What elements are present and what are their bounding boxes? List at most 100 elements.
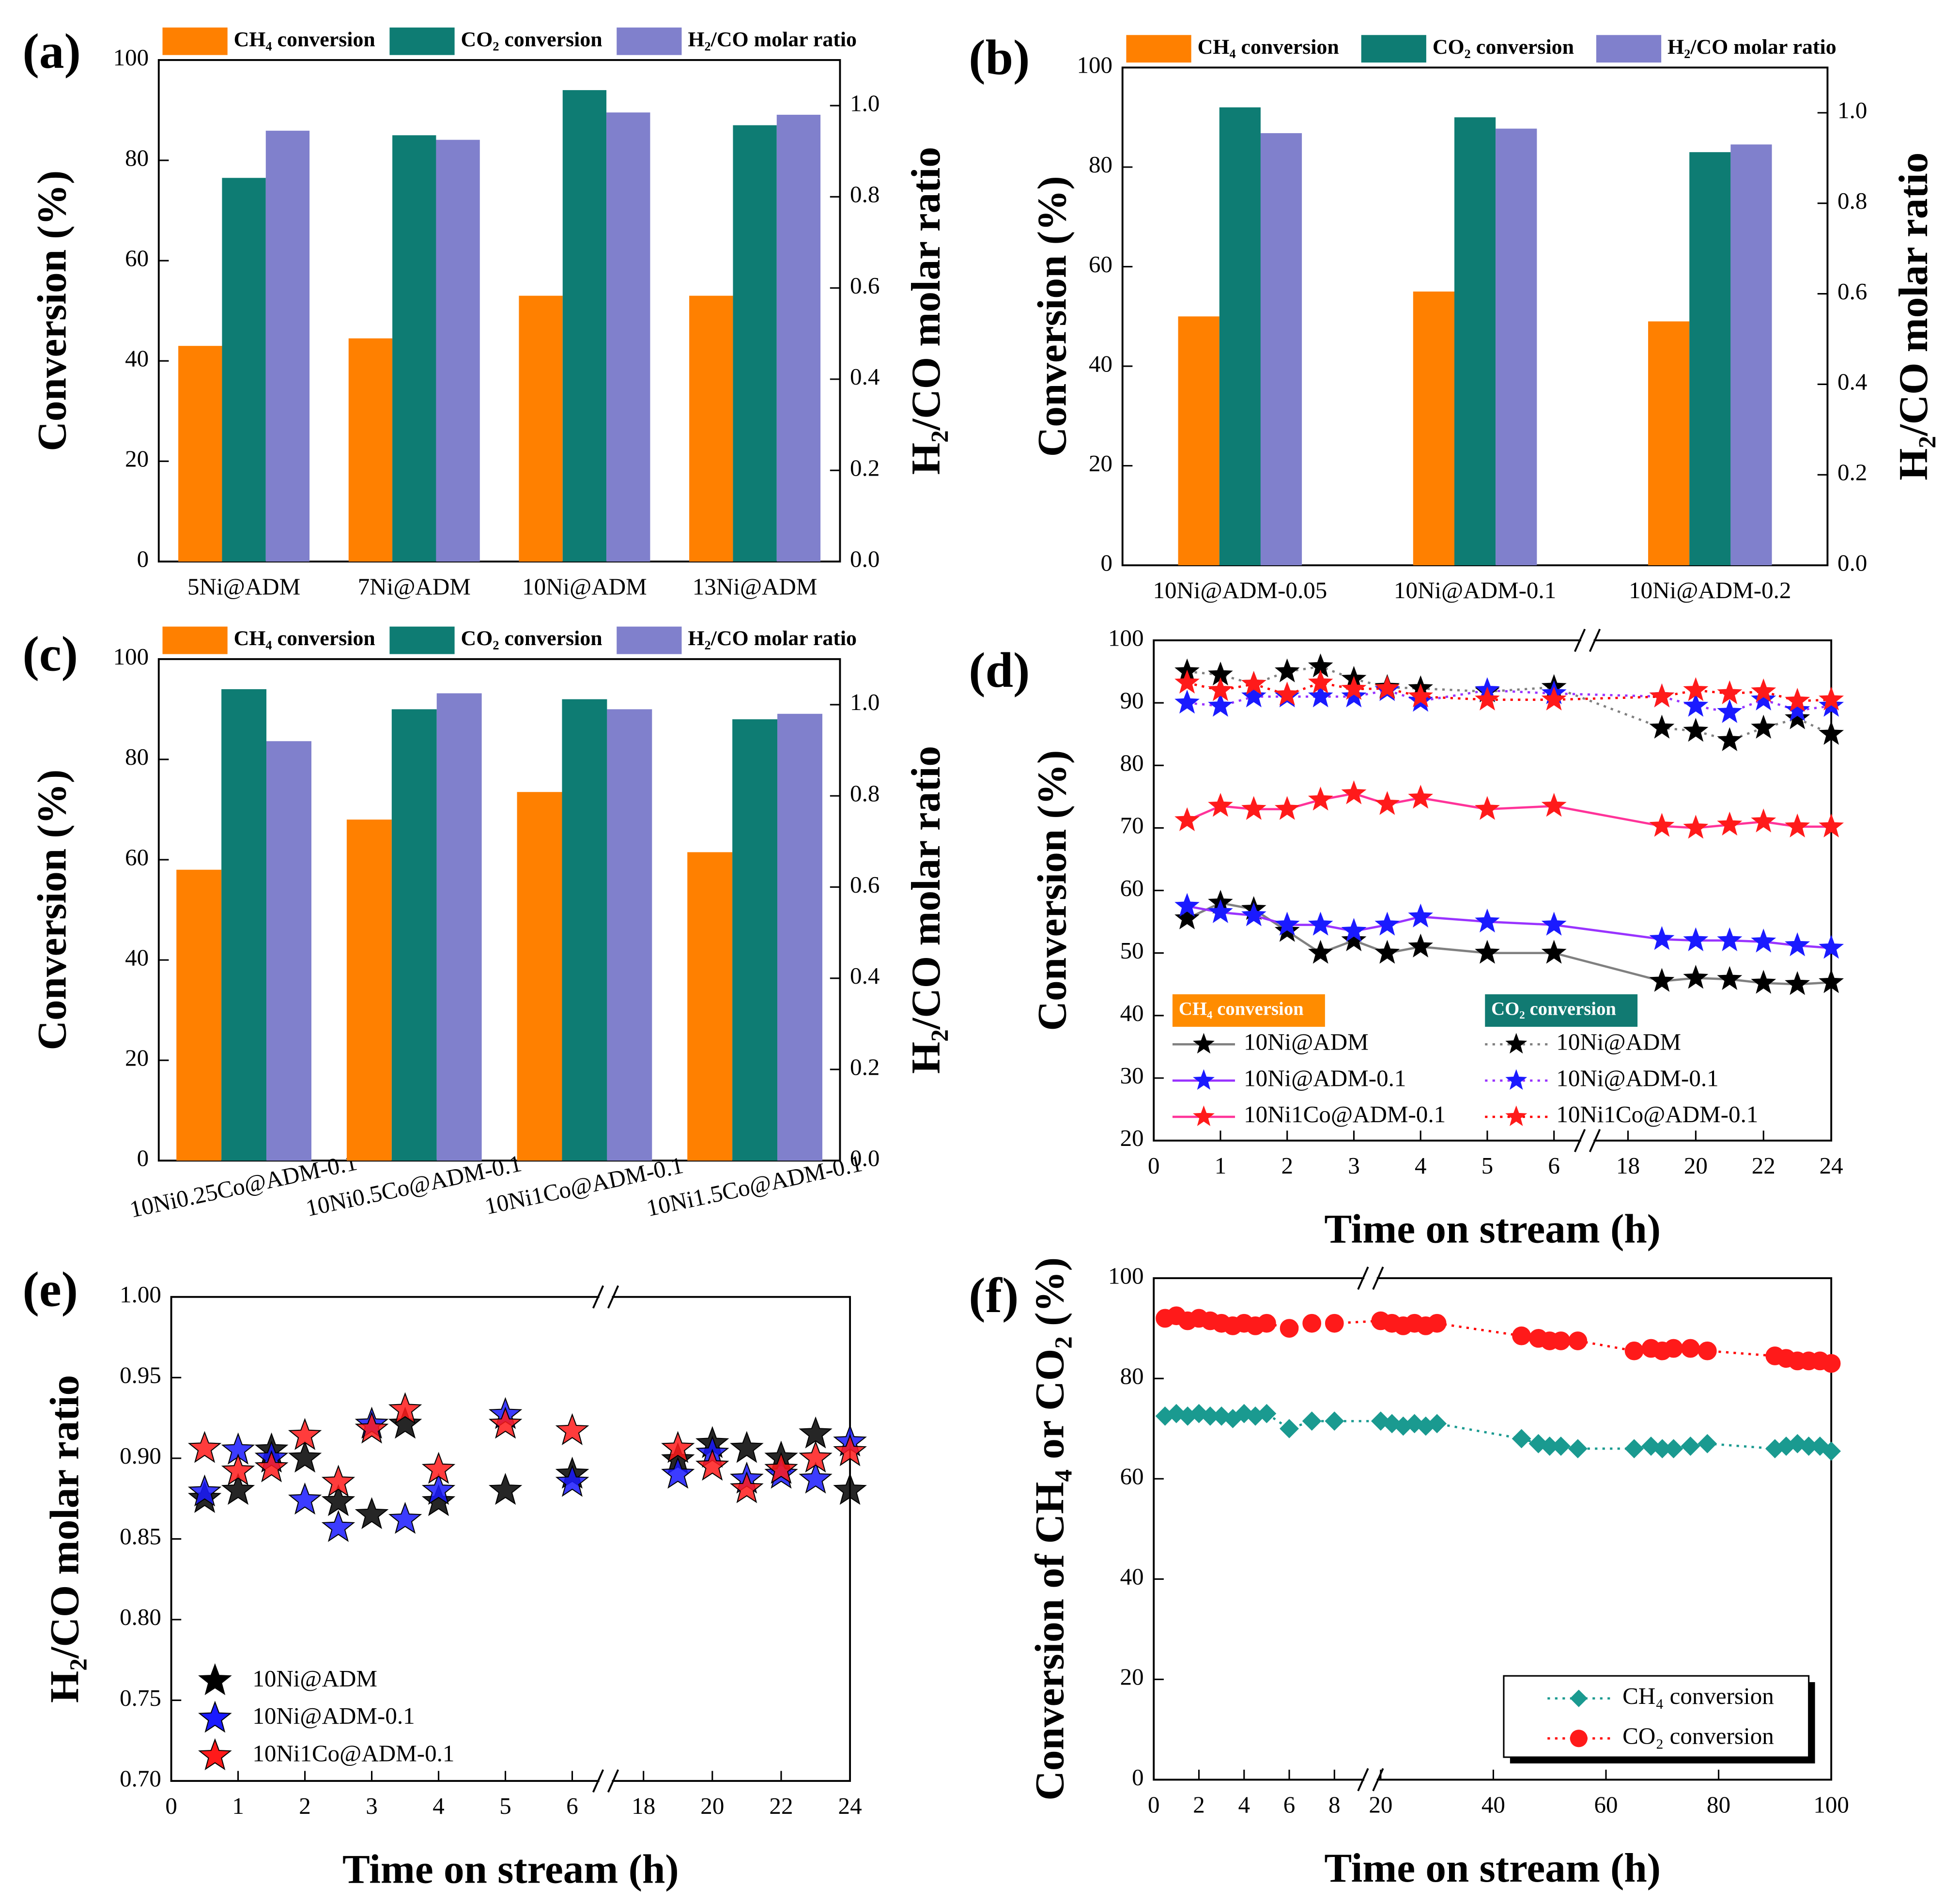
legend-marker <box>198 1738 232 1770</box>
y2-axis-label: H₂/CO molar ratio <box>903 147 949 475</box>
legend-marker <box>1193 1033 1215 1054</box>
marker <box>1681 1339 1700 1358</box>
legend-marker <box>1193 1069 1215 1090</box>
legend-label: CH₄ conversion <box>1622 1683 1774 1709</box>
marker <box>1751 970 1776 994</box>
legend-label: 10Ni@ADM <box>1556 1028 1681 1055</box>
marker <box>1785 932 1810 957</box>
y2-tick-label: 0.6 <box>850 871 880 898</box>
marker <box>388 1392 422 1424</box>
bar <box>348 338 393 562</box>
series-line <box>1187 689 1832 713</box>
x-axis-label: Time on stream (h) <box>1324 1845 1661 1891</box>
y-tick-label: 20 <box>1089 450 1112 477</box>
legend-label: 10Ni@ADM <box>1244 1028 1369 1055</box>
legend-swatch <box>389 27 455 55</box>
y-tick-label: 60 <box>1120 1463 1144 1489</box>
marker <box>1717 727 1743 751</box>
x-axis-label: Time on stream (h) <box>342 1847 679 1892</box>
x-tick-label: 1 <box>232 1793 244 1819</box>
marker <box>1280 1419 1299 1438</box>
marker <box>1785 688 1810 712</box>
axis-break-gap <box>1364 1275 1377 1281</box>
marker <box>555 1413 589 1445</box>
marker <box>1541 793 1567 817</box>
y-tick-label: 20 <box>125 446 149 472</box>
x-tick-label: 60 <box>1594 1792 1618 1818</box>
marker <box>1257 1314 1276 1333</box>
marker <box>187 1431 222 1463</box>
y2-tick-label: 0.2 <box>850 1053 880 1080</box>
marker <box>1234 1404 1254 1423</box>
axis-break <box>1574 1128 1586 1153</box>
y-axis-label: Conversion (%) <box>1030 750 1075 1031</box>
x-tick-label: 3 <box>1348 1152 1360 1179</box>
marker <box>1241 683 1266 708</box>
marker <box>1325 1314 1344 1333</box>
marker <box>321 1484 355 1516</box>
marker <box>1427 1414 1447 1434</box>
y-tick-label: 0.90 <box>120 1442 161 1469</box>
x-tick-label: 4 <box>1238 1792 1250 1818</box>
marker <box>1308 683 1333 708</box>
y-tick-label: 0 <box>1101 549 1113 576</box>
x-tick-label: 20 <box>1684 1152 1708 1179</box>
y-tick-label: 0 <box>137 1145 149 1172</box>
axis-break <box>1372 1768 1384 1792</box>
bar <box>777 713 822 1161</box>
x-tick-label: 5 <box>499 1793 511 1819</box>
marker <box>730 1471 764 1503</box>
marker <box>1683 693 1709 717</box>
x-tick-label: 6 <box>1283 1792 1296 1818</box>
marker <box>1649 968 1675 992</box>
y2-axis-label: H₂/CO molar ratio <box>903 746 949 1074</box>
y-tick-label: 50 <box>1120 937 1144 964</box>
y-axis-label: Conversion (%) <box>30 170 75 451</box>
marker <box>1308 912 1333 936</box>
bar <box>689 295 733 562</box>
marker <box>1274 658 1300 682</box>
y-axis-label: H₂/CO molar ratio <box>42 1375 88 1703</box>
y-tick-label: 100 <box>1108 1262 1144 1289</box>
legend-swatch <box>389 626 455 654</box>
x-tick-label: 10Ni@ADM-0.2 <box>1629 577 1791 603</box>
marker <box>1166 1404 1186 1423</box>
y2-tick-label: 0.0 <box>850 1145 880 1172</box>
panel-label: (f) <box>969 1268 1019 1323</box>
marker <box>1475 686 1500 711</box>
marker <box>1717 966 1743 990</box>
marker <box>1785 697 1810 721</box>
legend-marker <box>1505 1105 1528 1127</box>
marker <box>421 1473 456 1505</box>
marker <box>1512 1326 1531 1345</box>
bar <box>392 135 436 562</box>
bar <box>562 699 607 1161</box>
marker <box>1475 908 1500 933</box>
marker <box>1785 971 1810 995</box>
legend-label: 10Ni@ADM-0.1 <box>1556 1065 1718 1091</box>
legend-swatch <box>162 626 228 654</box>
marker <box>1683 677 1709 701</box>
marker <box>1374 675 1400 699</box>
bar <box>266 741 311 1161</box>
x-axis-label: Time on stream (h) <box>1324 1206 1661 1252</box>
y-tick-label: 80 <box>125 144 149 171</box>
axis-break <box>1357 1768 1369 1792</box>
legend-marker <box>1570 1689 1588 1707</box>
x-tick-label: 20 <box>700 1793 724 1819</box>
marker <box>1681 1437 1700 1456</box>
y2-tick-label: 0.0 <box>1837 549 1867 576</box>
bar <box>178 346 222 562</box>
marker <box>1821 1441 1841 1461</box>
marker <box>1819 813 1844 838</box>
marker <box>1302 1411 1322 1431</box>
marker <box>288 1440 322 1473</box>
x-tick-label: 7Ni@ADM <box>358 573 471 600</box>
axis-break <box>1372 1267 1384 1290</box>
x-tick-label: 1 <box>1215 1152 1227 1179</box>
y2-tick-label: 0.4 <box>1837 369 1867 395</box>
legend-swatch <box>617 626 682 654</box>
y2-axis-label: H₂/CO molar ratio <box>1891 153 1936 480</box>
y2-tick-label: 0.0 <box>850 546 880 572</box>
